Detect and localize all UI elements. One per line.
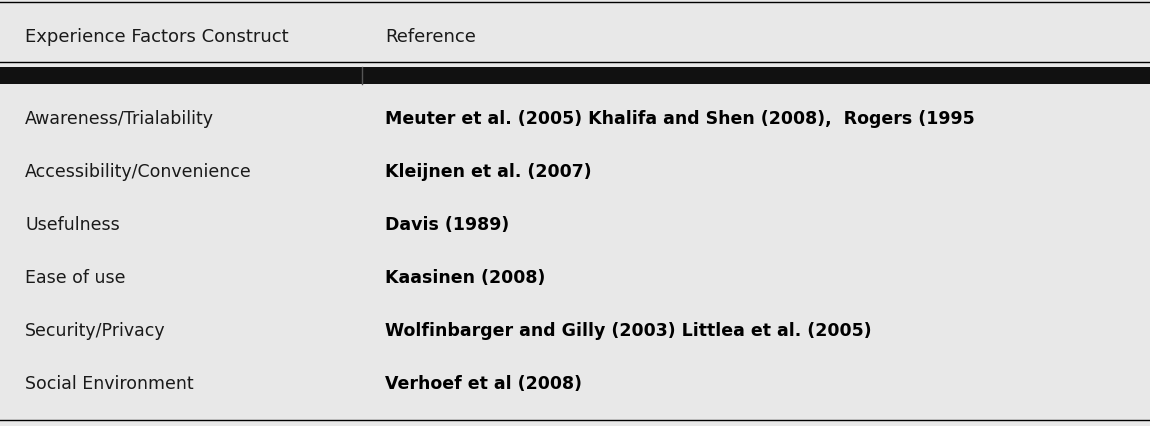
Text: Reference: Reference (385, 28, 476, 46)
Text: Davis (1989): Davis (1989) (385, 216, 509, 234)
Text: Kleijnen et al. (2007): Kleijnen et al. (2007) (385, 163, 592, 181)
Text: Verhoef et al (2008): Verhoef et al (2008) (385, 375, 582, 393)
Text: Accessibility/Convenience: Accessibility/Convenience (25, 163, 252, 181)
Text: Experience Factors Construct: Experience Factors Construct (25, 28, 289, 46)
Text: Meuter et al. (2005) Khalifa and Shen (2008),  Rogers (1995: Meuter et al. (2005) Khalifa and Shen (2… (385, 110, 975, 128)
Text: Usefulness: Usefulness (25, 216, 120, 234)
Text: Security/Privacy: Security/Privacy (25, 322, 166, 340)
Text: Ease of use: Ease of use (25, 269, 125, 287)
Bar (0, 67, 1150, 84)
Text: Social Environment: Social Environment (25, 375, 194, 393)
Text: Wolfinbarger and Gilly (2003) Littlea et al. (2005): Wolfinbarger and Gilly (2003) Littlea et… (385, 322, 872, 340)
Text: Kaasinen (2008): Kaasinen (2008) (385, 269, 545, 287)
Text: Awareness/Trialability: Awareness/Trialability (25, 110, 214, 128)
